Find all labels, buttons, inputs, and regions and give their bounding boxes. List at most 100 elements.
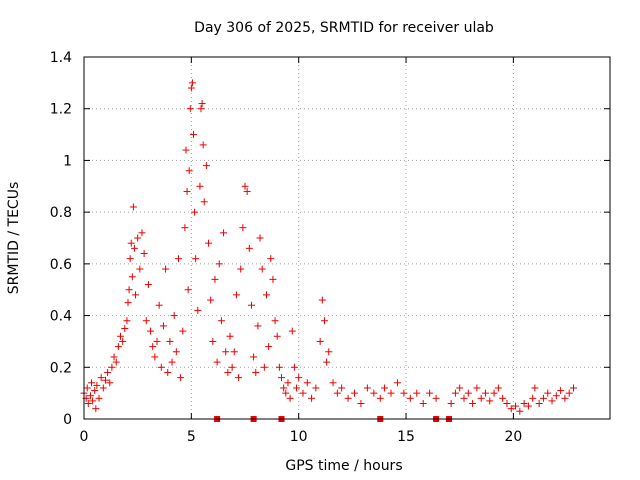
data-point — [222, 348, 230, 356]
data-point — [153, 337, 161, 345]
data-point — [486, 397, 494, 405]
data-point — [400, 389, 408, 397]
data-point — [92, 405, 100, 413]
plot-frame — [83, 56, 611, 420]
data-point — [312, 384, 320, 392]
y-tick-label: 0 — [63, 412, 72, 428]
data-point — [544, 389, 552, 397]
data-point — [512, 402, 520, 410]
data-point — [460, 394, 468, 402]
data-point — [507, 405, 515, 413]
data-point — [112, 358, 120, 366]
data-point — [110, 353, 118, 361]
data-point — [265, 343, 273, 351]
data-point — [316, 337, 324, 345]
data-point — [194, 306, 202, 314]
y-tick-label: 1 — [63, 153, 72, 169]
x-tick-label: 20 — [504, 429, 522, 445]
data-point — [529, 394, 537, 402]
data-point — [250, 353, 258, 361]
data-point — [142, 317, 150, 325]
data-point — [188, 79, 196, 87]
data-point — [147, 327, 155, 335]
x-tick-label: 15 — [397, 429, 415, 445]
data-point — [198, 100, 206, 108]
data-point — [202, 162, 210, 170]
y-tick-label: 0.8 — [50, 205, 72, 221]
data-point — [183, 187, 191, 195]
data-point — [93, 381, 101, 389]
data-point — [481, 389, 489, 397]
data-point — [290, 363, 298, 371]
data-point — [503, 399, 511, 407]
data-point — [89, 397, 97, 405]
data-point — [114, 343, 122, 351]
data-point — [196, 182, 204, 190]
data-point — [215, 260, 223, 268]
data-point — [282, 389, 290, 397]
data-point — [132, 291, 140, 299]
data-point — [267, 255, 275, 263]
data-point — [125, 286, 133, 294]
data-point — [552, 392, 560, 400]
data-point — [469, 399, 477, 407]
data-point — [243, 187, 251, 195]
data-point — [211, 275, 219, 283]
data-point — [184, 286, 192, 294]
data-point — [426, 389, 434, 397]
data-point — [376, 394, 384, 402]
data-point — [172, 348, 180, 356]
data-point — [97, 374, 105, 382]
data-point — [393, 379, 401, 387]
data-point — [329, 379, 337, 387]
data-point — [370, 389, 378, 397]
data-point — [199, 141, 207, 149]
data-point — [451, 389, 459, 397]
data-point — [237, 265, 245, 273]
data-point — [177, 374, 185, 382]
data-point — [189, 131, 197, 139]
data-point — [357, 399, 365, 407]
data-point — [338, 384, 346, 392]
data-point — [284, 379, 292, 387]
data-point — [230, 348, 238, 356]
y-tick-label: 0.4 — [50, 309, 72, 325]
data-point — [224, 368, 232, 376]
data-point — [278, 374, 286, 382]
data-point — [191, 208, 199, 216]
data-point — [106, 379, 114, 387]
data-point — [494, 384, 502, 392]
data-point — [140, 250, 148, 258]
x-axis-title: GPS time / hours — [285, 458, 402, 474]
data-point — [166, 337, 174, 345]
data-point — [149, 343, 157, 351]
data-point — [280, 384, 288, 392]
data-point — [561, 394, 569, 402]
data-point — [217, 317, 225, 325]
y-tick-label: 1.4 — [50, 50, 72, 66]
data-point — [123, 317, 131, 325]
data-point — [473, 384, 481, 392]
data-point — [159, 322, 167, 330]
data-point — [288, 327, 296, 335]
data-point — [192, 255, 200, 263]
y-tick-label: 1.2 — [50, 102, 72, 118]
data-point — [260, 363, 268, 371]
data-point — [320, 317, 328, 325]
data-points — [80, 79, 578, 422]
data-point — [205, 239, 213, 247]
data-point — [239, 224, 247, 232]
data-point — [157, 363, 165, 371]
data-point — [477, 394, 485, 402]
data-point — [262, 291, 270, 299]
data-point — [88, 379, 96, 387]
data-point — [499, 394, 507, 402]
data-point — [363, 384, 371, 392]
data-point — [126, 255, 134, 263]
data-point — [539, 394, 547, 402]
data-point — [413, 389, 421, 397]
data-point — [275, 363, 283, 371]
data-point — [101, 376, 109, 384]
data-point — [247, 301, 255, 309]
data-point — [565, 389, 573, 397]
